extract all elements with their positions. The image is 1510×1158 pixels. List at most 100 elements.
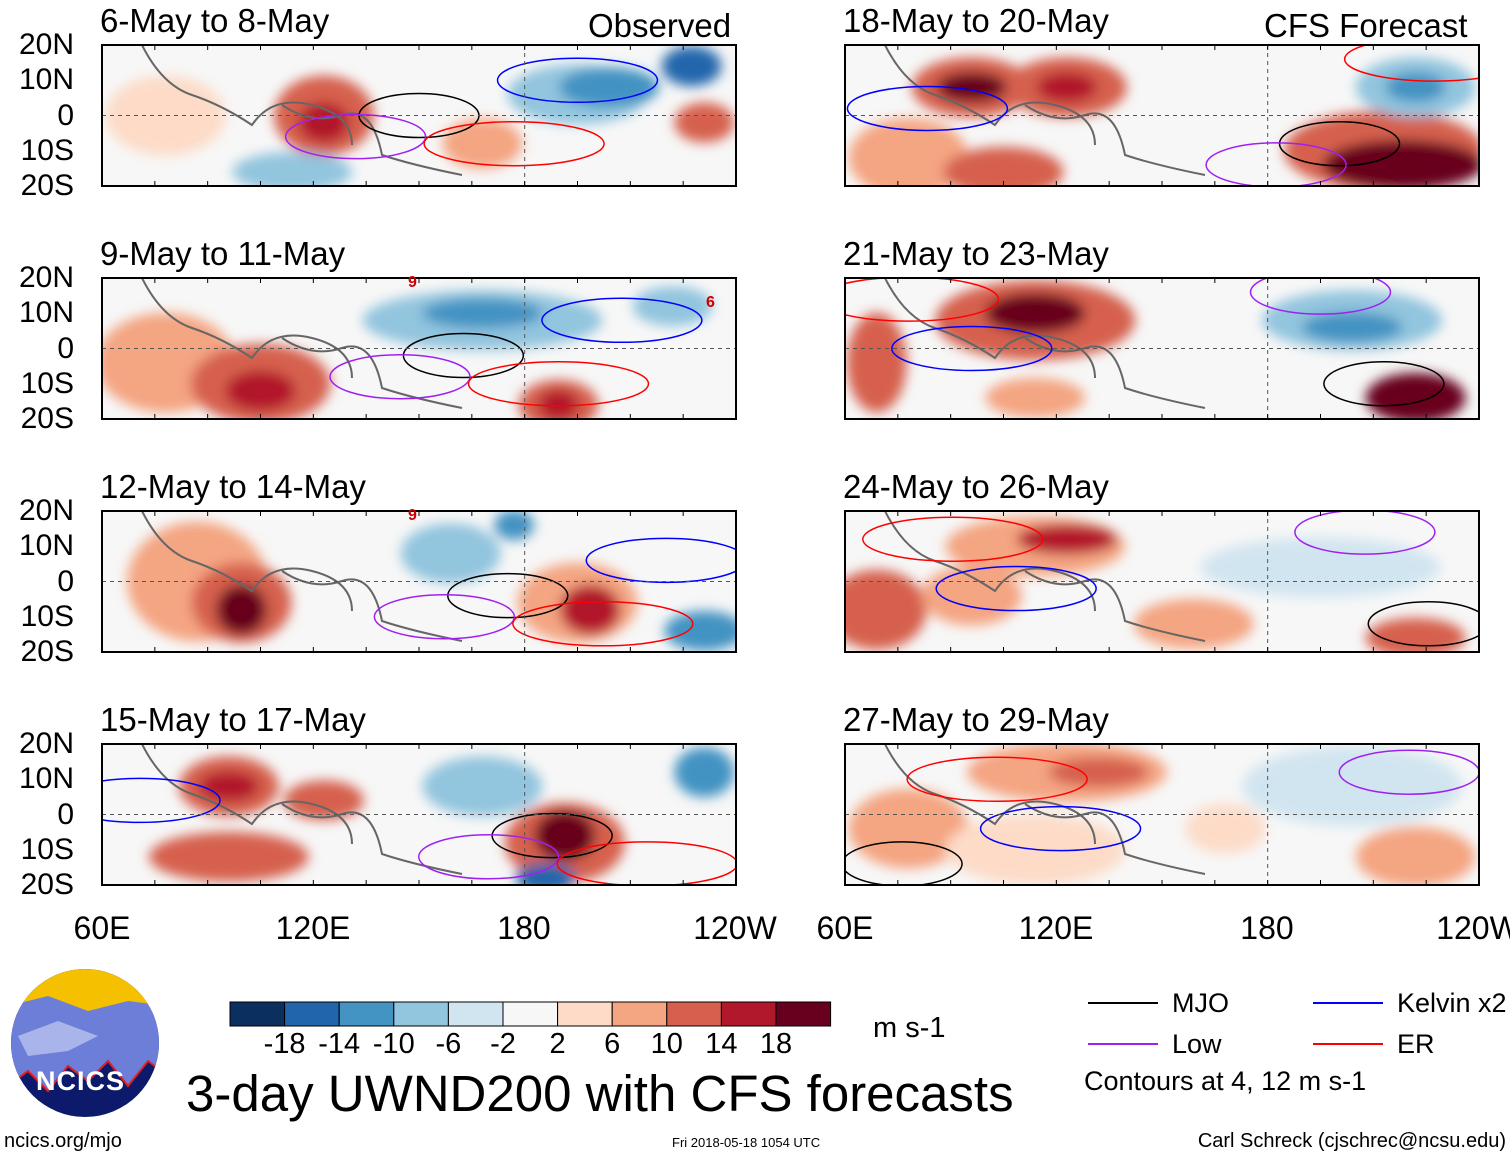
panel-title: 12-May to 14-May — [100, 468, 366, 505]
longitude-label: 120E — [1018, 910, 1094, 946]
latitude-label: 20N — [18, 261, 74, 294]
latitude-label: 20N — [18, 28, 74, 61]
latitude-label: 20S — [20, 169, 74, 202]
wind-anomaly-region — [674, 102, 735, 143]
tropical-cyclone-marker: 9 — [408, 274, 417, 291]
wind-anomaly-region — [422, 298, 543, 329]
tropical-cyclone-marker: 9 — [408, 507, 417, 524]
colorbar-tick: -10 — [372, 1028, 415, 1060]
latitude-label: 0 — [57, 564, 74, 598]
latitude-label: 10N — [18, 529, 74, 563]
wind-anomaly-region — [1355, 826, 1476, 885]
latitude-label: 10S — [20, 832, 74, 866]
wind-anomaly-region — [400, 523, 501, 584]
coastline — [884, 744, 1206, 875]
contour-line — [1367, 601, 1479, 647]
contour-line — [1343, 45, 1479, 82]
contour-line — [417, 834, 560, 880]
wind-anomaly-region — [846, 312, 907, 413]
coastline — [884, 278, 1206, 409]
colorbar-units: m s-1 — [873, 1012, 946, 1044]
wind-anomaly-region — [1322, 139, 1479, 186]
contour-line — [496, 57, 659, 103]
wind-anomaly-region — [560, 584, 621, 635]
wind-anomaly-region — [943, 146, 1064, 186]
latitude-label: 0 — [57, 98, 74, 132]
wind-anomaly-region — [674, 747, 735, 798]
colorbar — [229, 1001, 832, 1027]
longitude-label: 120W — [693, 910, 777, 946]
wind-anomaly-region — [664, 610, 736, 651]
figure-title: 3-day UWND200 with CFS forecasts — [186, 1065, 1014, 1122]
wind-anomaly-region — [1302, 312, 1403, 343]
contour-line — [423, 120, 605, 167]
contour-line — [845, 278, 1000, 322]
latitude-label: 10S — [20, 133, 74, 167]
contour-line — [556, 841, 736, 885]
wind-anomaly-region — [848, 117, 969, 186]
colorbar-tick: 6 — [604, 1028, 621, 1060]
observed-label: Observed — [588, 7, 732, 44]
panel-title: 18-May to 20-May — [843, 2, 1109, 39]
contour-line — [1338, 749, 1479, 795]
colorbar-tick: -14 — [318, 1028, 361, 1060]
coastline — [141, 511, 463, 642]
latitude-label: 20N — [18, 494, 74, 527]
wind-anomaly-region — [985, 377, 1086, 418]
wind-anomaly-region — [148, 831, 309, 882]
wind-anomaly-region — [534, 810, 595, 861]
colorbar-swatch — [229, 1001, 286, 1027]
latitude-label: 10N — [18, 762, 74, 796]
wind-anomaly-region — [232, 151, 353, 186]
panel-title: 15-May to 17-May — [100, 701, 366, 738]
contour-note: Contours at 4, 12 m s-1 — [1084, 1066, 1367, 1096]
contour-line — [102, 777, 221, 824]
wind-anomaly-region — [298, 102, 349, 143]
panel-title: 24-May to 26-May — [843, 468, 1109, 505]
latitude-label: 20N — [18, 727, 74, 760]
contour-line — [491, 812, 613, 859]
latitude-label: 20S — [20, 402, 74, 435]
contour-line — [467, 361, 650, 407]
wind-anomaly-region — [1048, 757, 1149, 788]
contour-line — [541, 297, 703, 344]
ncics-logo — [11, 969, 159, 1117]
latitude-label: 10S — [20, 366, 74, 400]
contour-line — [935, 565, 1097, 612]
colorbar-swatch — [284, 1001, 340, 1027]
contour-line — [585, 537, 736, 584]
latitude-label: 0 — [57, 797, 74, 831]
wind-anomaly-region — [198, 771, 259, 802]
footer-url[interactable]: ncics.org/mjo — [4, 1130, 122, 1152]
latitude-label: 10N — [18, 296, 74, 330]
footer-author: Carl Schreck (cjschrec@ncsu.edu) — [1197, 1130, 1506, 1152]
longitude-label: 180 — [497, 910, 551, 946]
map-panel — [844, 510, 1480, 653]
map-panel — [101, 510, 737, 653]
contour-line — [891, 325, 1053, 372]
contour-line — [1294, 511, 1436, 555]
map-panel — [101, 277, 737, 420]
colorbar-swatch — [393, 1001, 449, 1027]
coastline — [141, 278, 463, 409]
contour-line — [846, 85, 1009, 132]
latitude-label: 0 — [57, 331, 74, 365]
panel-title: 9-May to 11-May — [100, 235, 346, 272]
wind-anomaly-region — [442, 118, 523, 169]
tropical-cyclone-marker: 6 — [706, 294, 715, 311]
map-panel — [844, 743, 1480, 886]
legend-line — [1313, 1002, 1383, 1004]
contour-line — [862, 516, 1044, 562]
wind-anomaly-region — [848, 788, 969, 869]
wind-anomaly-region — [1036, 72, 1097, 103]
forecast-label: CFS Forecast — [1264, 7, 1468, 44]
legend-line — [1088, 1043, 1158, 1045]
wind-anomaly-region — [1200, 537, 1441, 598]
colorbar-tick: 10 — [650, 1028, 683, 1060]
contour-line — [1249, 278, 1392, 315]
wind-anomaly-region — [985, 293, 1086, 334]
wind-anomaly-region — [1185, 803, 1266, 854]
colorbar-swatch — [502, 1001, 559, 1027]
colorbar-tick: 18 — [759, 1028, 793, 1060]
